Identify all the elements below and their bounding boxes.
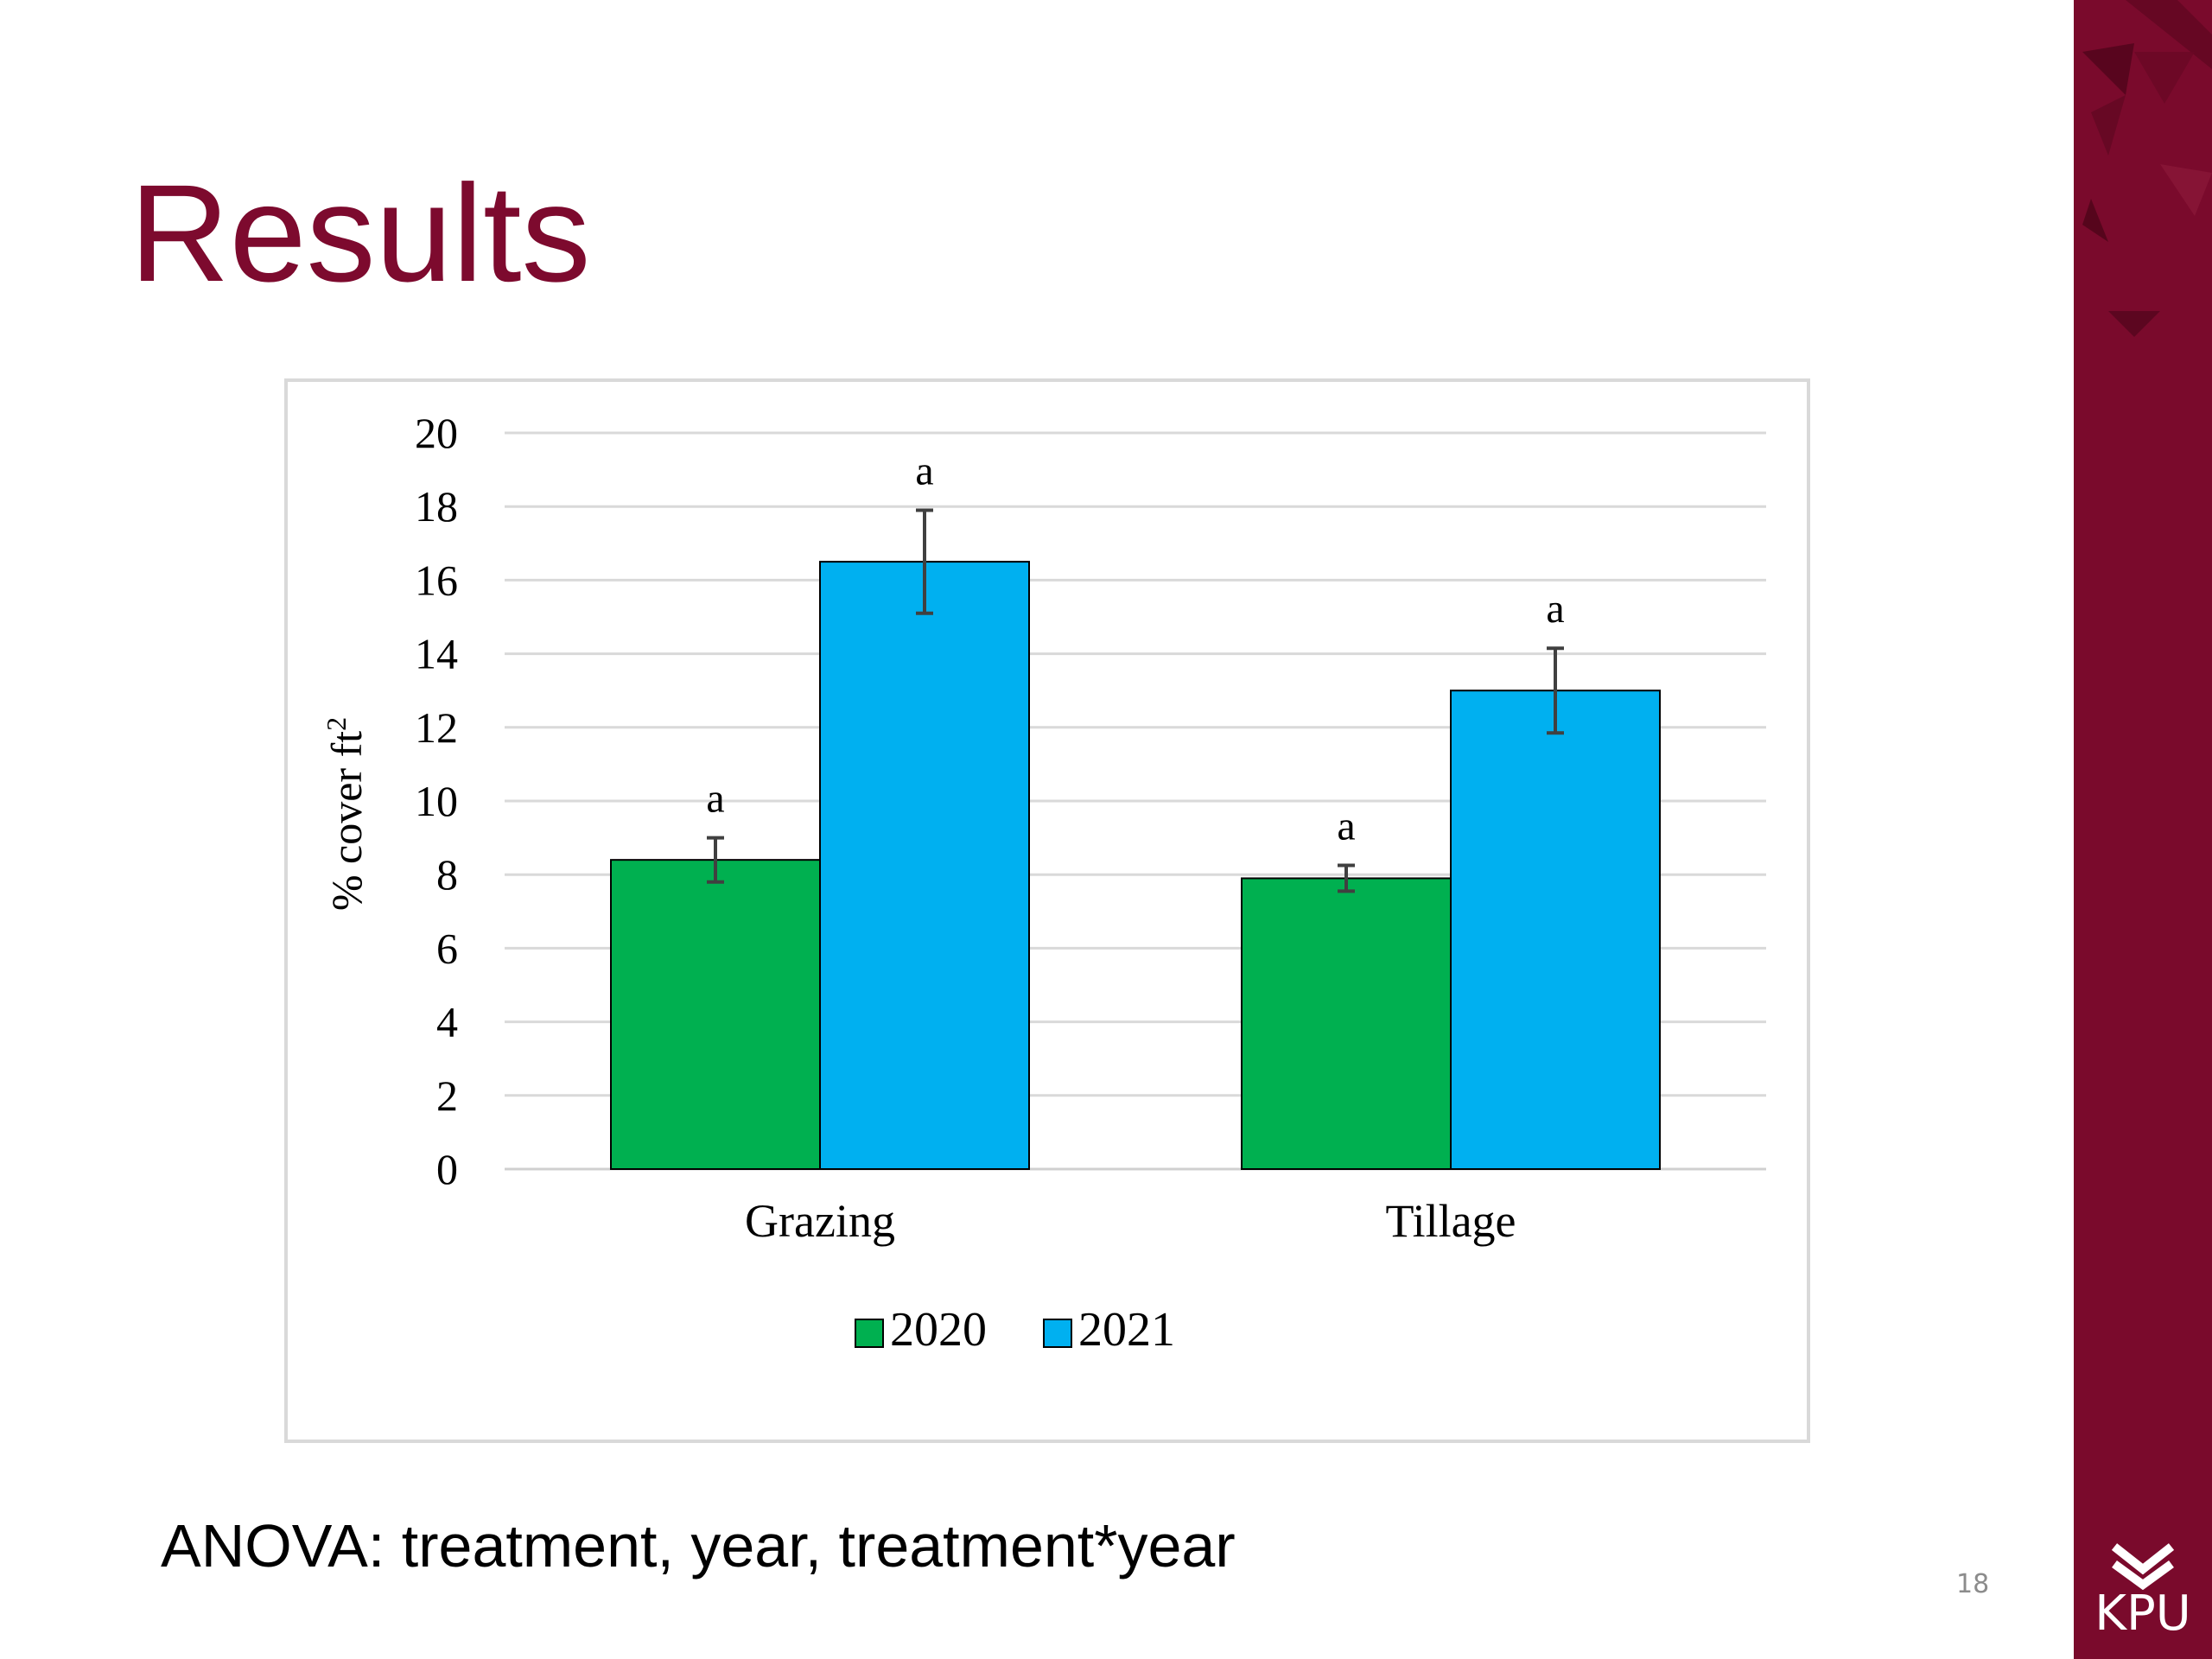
y-axis-title-superscript: 2 — [321, 717, 352, 731]
brand-sidebar — [2074, 0, 2212, 1659]
legend-label: 2020 — [890, 1303, 987, 1357]
error-bars — [707, 508, 1564, 893]
y-tick-label: 16 — [415, 556, 458, 604]
y-tick-label: 6 — [436, 924, 458, 972]
y-tick-label: 20 — [415, 409, 458, 457]
y-tick-label: 2 — [436, 1071, 458, 1120]
kpu-chevron-icon — [2111, 1543, 2175, 1590]
y-tick-label: 10 — [415, 777, 458, 825]
kpu-logo-text: KPU — [2094, 1586, 2191, 1642]
y-tick-label: 18 — [415, 482, 458, 531]
y-axis-title: % cover ft2 — [321, 717, 371, 911]
significance-label: a — [915, 448, 933, 493]
chart-frame: 0 2 4 6 8 10 12 14 16 18 20 % cover ft2 a a Grazing a a T… — [284, 378, 1810, 1443]
bar-2020-grazing — [610, 859, 821, 1170]
legend-swatch — [855, 1319, 884, 1348]
anova-note: ANOVA: treatment, year, treatment*year — [161, 1512, 1236, 1580]
bar-2021-grazing — [819, 561, 1030, 1171]
bar-chart: 0 2 4 6 8 10 12 14 16 18 20 % cover ft2 a a Grazing a a T… — [321, 409, 1766, 1357]
decorative-triangles — [2082, 0, 2212, 337]
y-tick-label: 12 — [415, 703, 458, 752]
legend-swatch — [1043, 1319, 1072, 1348]
y-tick-label: 8 — [436, 850, 458, 899]
bars — [610, 561, 1661, 1171]
y-tick-label: 14 — [415, 630, 458, 678]
x-category-label: Tillage — [1385, 1195, 1516, 1247]
significance-label: a — [1337, 804, 1355, 849]
legend-label: 2021 — [1078, 1303, 1175, 1357]
slide-title: Results — [130, 156, 591, 310]
significance-label: a — [706, 776, 724, 822]
y-tick-label: 4 — [436, 998, 458, 1046]
legend: 2020 2021 — [855, 1303, 1175, 1357]
significance-label: a — [1546, 586, 1564, 632]
bar-2021-tillage — [1450, 690, 1661, 1170]
x-category-label: Grazing — [745, 1195, 895, 1247]
bar-2020-tillage — [1241, 877, 1452, 1171]
y-tick-label: 0 — [436, 1145, 458, 1193]
page-number: 18 — [1956, 1569, 1990, 1599]
kpu-logo: KPU — [2074, 1529, 2212, 1650]
chart-labels: 0 2 4 6 8 10 12 14 16 18 20 % cover ft2 a a Grazing a a T… — [321, 409, 1565, 1247]
